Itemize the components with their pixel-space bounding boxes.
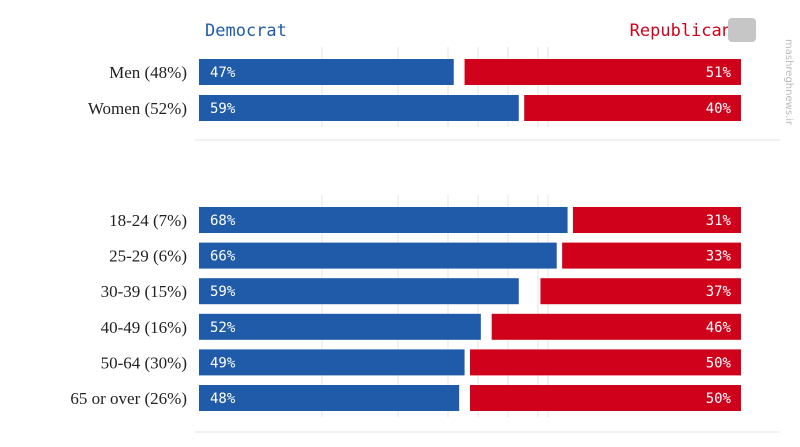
category-label: 18-24 (7%) xyxy=(109,211,187,230)
bar-republican xyxy=(491,313,741,340)
bar-republican xyxy=(470,349,741,376)
data-label-democrat: 68% xyxy=(210,213,236,229)
data-label-republican: 33% xyxy=(706,249,732,265)
data-label-republican: 46% xyxy=(706,320,732,336)
bar-democrat xyxy=(199,278,519,305)
watermark-text: mashreghnews.ir xyxy=(783,38,794,126)
bar-republican xyxy=(572,207,741,233)
data-label-republican: 51% xyxy=(706,65,732,81)
category-label: 25-29 (6%) xyxy=(109,247,187,266)
bar-republican xyxy=(464,59,741,85)
data-label-democrat: 47% xyxy=(210,65,236,81)
bar-republican xyxy=(562,242,741,269)
category-label: Women (52%) xyxy=(88,99,187,118)
bar-democrat xyxy=(199,385,460,411)
legend-democrat: Democrat xyxy=(205,21,287,41)
bar-republican xyxy=(470,385,741,411)
category-label: 40-49 (16%) xyxy=(101,318,187,337)
data-label-republican: 50% xyxy=(706,391,732,407)
data-label-democrat: 49% xyxy=(210,355,236,371)
data-label-republican: 37% xyxy=(706,284,732,300)
data-label-republican: 31% xyxy=(706,213,732,229)
data-label-democrat: 59% xyxy=(210,284,236,300)
bar-democrat xyxy=(199,59,454,85)
bar-democrat xyxy=(199,242,557,269)
category-label: Men (48%) xyxy=(109,63,187,82)
category-label: 50-64 (30%) xyxy=(101,353,187,372)
data-label-republican: 50% xyxy=(706,355,732,371)
bar-republican xyxy=(524,95,741,121)
data-label-democrat: 66% xyxy=(210,249,236,265)
bar-republican xyxy=(540,278,741,305)
bar-democrat xyxy=(199,207,568,233)
logo-badge-icon xyxy=(728,18,756,42)
data-label-democrat: 52% xyxy=(210,320,236,336)
category-label: 30-39 (15%) xyxy=(101,282,187,301)
bar-democrat xyxy=(199,349,465,376)
data-label-republican: 40% xyxy=(706,101,732,117)
legend-republican: Republican xyxy=(629,21,732,41)
bar-democrat xyxy=(199,313,481,340)
data-label-democrat: 48% xyxy=(210,391,236,407)
bar-democrat xyxy=(199,95,519,121)
data-label-democrat: 59% xyxy=(210,101,236,117)
category-label: 65 or over (26%) xyxy=(70,389,187,408)
